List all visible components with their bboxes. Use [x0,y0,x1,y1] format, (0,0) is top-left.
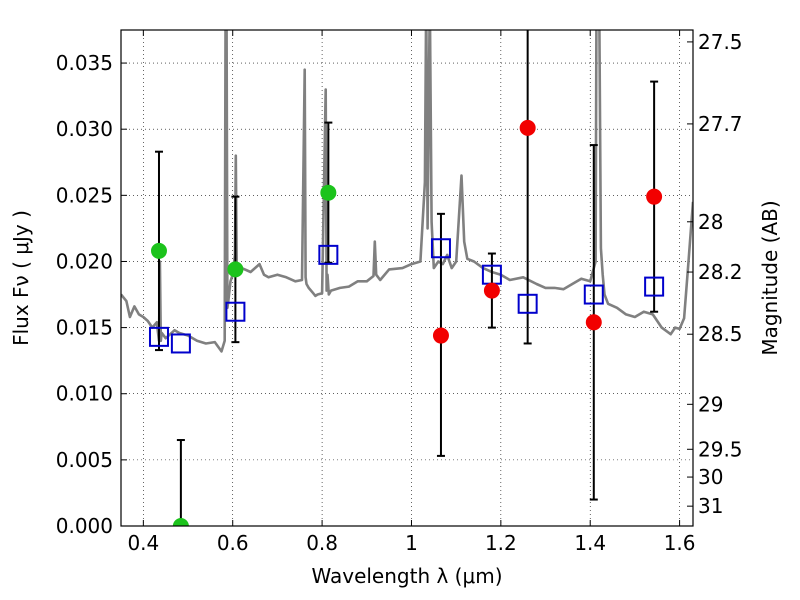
y-right-tick-label: 29 [698,392,723,416]
model-square-marker [644,276,665,297]
y-right-tick-label: 27.7 [698,112,743,136]
y-tick-label: 0.010 [56,382,113,406]
y-tick-label: 0.000 [56,514,113,538]
green-data-point [172,518,189,526]
green-data-point [150,242,167,259]
y-tick-label: 0.005 [56,448,113,472]
y-right-tick-label: 30 [698,465,723,489]
model-square-marker [318,244,339,265]
red-data-point [646,188,663,205]
y-right-tick-label: 28.2 [698,260,743,284]
x-tick-label: 0.4 [127,531,159,555]
model-square-marker [148,326,169,347]
model-square-marker [170,333,191,354]
model-square-marker [225,301,246,322]
data-points-layer [148,30,665,526]
y-right-tick-label: 28.5 [698,322,743,346]
model-square-marker [430,238,451,259]
y-tick-label: 0.015 [56,316,113,340]
model-square-marker [583,284,604,305]
y-axis-right-label: Magnitude (AB) [758,200,782,355]
red-data-point [585,314,602,331]
x-tick-label: 1.2 [485,531,517,555]
model-spectrum-line [121,30,693,353]
y-right-tick-label: 27.5 [698,30,743,54]
y-right-tick-label: 28 [698,210,723,234]
model-spectrum-layer [121,30,693,353]
axes-layer: 0.4 0.6 0.8 1 1.2 1.4 1.6 0.000 0.005 0.010 0.015 0… [56,30,743,555]
green-data-point [227,261,244,278]
red-data-point [519,119,536,136]
y-right-tick-label: 31 [698,494,723,518]
y-tick-label: 0.030 [56,117,113,141]
x-tick-label: 0.8 [306,531,338,555]
x-tick-label: 1.6 [664,531,696,555]
x-tick-label: 1.4 [574,531,606,555]
y-tick-label: 0.020 [56,249,113,273]
y-tick-label: 0.035 [56,51,113,75]
red-data-point [432,327,449,344]
green-data-point [320,184,337,201]
y-axis-label: Flux Fν ( μJy ) [9,210,33,346]
model-square-marker [517,293,538,314]
plot-frame [120,29,694,527]
y-tick-label: 0.025 [56,183,113,207]
red-data-point [483,282,500,299]
x-tick-label: 1 [405,531,418,555]
x-tick-label: 0.6 [217,531,249,555]
grid-layer [121,30,693,527]
y-right-tick-label: 29.5 [698,437,743,461]
x-axis-label: Wavelength λ (μm) [311,564,502,588]
